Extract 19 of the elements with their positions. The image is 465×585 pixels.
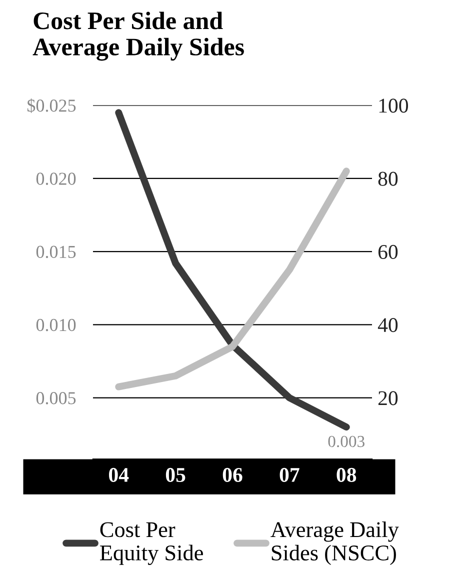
legend-label: Cost Per Equity Side bbox=[100, 522, 203, 565]
x-tick-label: 08 bbox=[336, 468, 356, 482]
y2-tick-label: 60 bbox=[378, 244, 398, 259]
y2-tick-label: 80 bbox=[378, 172, 398, 186]
y-tick-label: 0.015 bbox=[36, 246, 76, 258]
legend-label: Average Daily Sides (NSCC) bbox=[270, 522, 399, 565]
y-tick-label: $0.025 bbox=[27, 98, 76, 113]
chart-title: Cost Per Side and Average Daily Sides bbox=[32, 12, 244, 61]
x-tick-label: 05 bbox=[166, 468, 186, 482]
y-tick-label: 0.020 bbox=[36, 172, 76, 185]
x-tick-label: 07 bbox=[280, 468, 300, 482]
x-tick-label: 06 bbox=[222, 468, 242, 482]
y-tick-label: 0.005 bbox=[36, 392, 76, 404]
y-tick-label: 0.010 bbox=[36, 318, 76, 332]
x-tick-label: 04 bbox=[109, 468, 129, 482]
y2-tick-label: 20 bbox=[378, 391, 398, 406]
y2-tick-label: 40 bbox=[378, 318, 398, 332]
y2-tick-label: 100 bbox=[379, 98, 408, 113]
annotation: 0.003 bbox=[328, 436, 364, 448]
